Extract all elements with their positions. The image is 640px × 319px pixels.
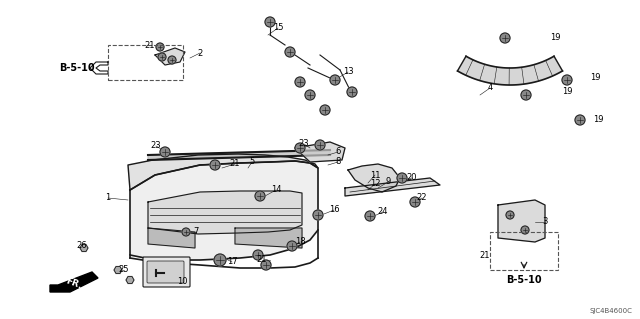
Circle shape (255, 191, 265, 201)
Circle shape (214, 254, 226, 266)
Circle shape (500, 33, 510, 43)
Text: 3: 3 (542, 218, 548, 226)
Text: 4: 4 (488, 84, 493, 93)
FancyBboxPatch shape (143, 257, 190, 287)
Text: 10: 10 (177, 278, 188, 286)
Text: 18: 18 (294, 238, 305, 247)
Text: 11: 11 (370, 170, 380, 180)
Text: 16: 16 (329, 205, 339, 214)
Text: FR.: FR. (65, 276, 83, 290)
Text: 22: 22 (417, 194, 428, 203)
Polygon shape (345, 178, 440, 196)
Text: 5: 5 (250, 158, 255, 167)
Text: 21: 21 (145, 41, 156, 49)
Text: 14: 14 (271, 186, 281, 195)
Polygon shape (128, 154, 318, 190)
Circle shape (253, 250, 263, 260)
Circle shape (156, 43, 164, 51)
Polygon shape (130, 161, 318, 260)
Circle shape (168, 56, 176, 64)
Text: 21: 21 (257, 256, 268, 264)
Text: B-5-10: B-5-10 (59, 63, 95, 73)
Circle shape (295, 77, 305, 87)
Circle shape (261, 260, 271, 270)
Polygon shape (155, 48, 185, 65)
Text: 2: 2 (197, 48, 203, 57)
Circle shape (315, 140, 325, 150)
Polygon shape (348, 164, 400, 192)
Circle shape (410, 197, 420, 207)
Polygon shape (498, 200, 545, 242)
Text: 19: 19 (550, 33, 560, 42)
Circle shape (521, 90, 531, 100)
Circle shape (562, 75, 572, 85)
Circle shape (295, 143, 305, 153)
Polygon shape (148, 191, 302, 234)
Circle shape (575, 115, 585, 125)
Circle shape (210, 160, 220, 170)
Text: SJC4B4600C: SJC4B4600C (589, 308, 632, 314)
Circle shape (330, 75, 340, 85)
Text: 24: 24 (378, 207, 388, 217)
Text: 23: 23 (299, 139, 309, 149)
Polygon shape (458, 56, 563, 85)
Polygon shape (295, 142, 345, 162)
Circle shape (182, 228, 190, 236)
Circle shape (521, 226, 529, 234)
Circle shape (397, 173, 407, 183)
Circle shape (305, 90, 315, 100)
Text: 12: 12 (370, 180, 380, 189)
Polygon shape (148, 228, 195, 248)
Text: 7: 7 (193, 227, 198, 236)
Circle shape (265, 17, 275, 27)
FancyBboxPatch shape (147, 261, 184, 283)
Text: 9: 9 (385, 177, 390, 187)
Polygon shape (235, 228, 302, 248)
Text: 25: 25 (119, 265, 129, 275)
Text: 13: 13 (342, 68, 353, 77)
Text: 23: 23 (150, 142, 161, 151)
Text: 20: 20 (407, 174, 417, 182)
Text: 1: 1 (106, 194, 111, 203)
Text: 21: 21 (230, 160, 240, 168)
Circle shape (506, 211, 514, 219)
Polygon shape (148, 150, 330, 160)
Circle shape (158, 53, 166, 61)
Polygon shape (114, 267, 122, 273)
Text: 26: 26 (77, 241, 87, 250)
Polygon shape (90, 62, 108, 74)
Circle shape (347, 87, 357, 97)
Bar (108, 45, 183, 80)
Text: B-5-10: B-5-10 (506, 275, 542, 285)
Polygon shape (126, 277, 134, 284)
Circle shape (365, 211, 375, 221)
Circle shape (320, 105, 330, 115)
Text: 19: 19 (562, 87, 572, 97)
Text: 19: 19 (593, 115, 604, 124)
Bar (490, 232, 558, 270)
Text: 8: 8 (335, 158, 340, 167)
Circle shape (285, 47, 295, 57)
Circle shape (160, 147, 170, 157)
Text: 21: 21 (480, 250, 490, 259)
Circle shape (287, 241, 297, 251)
Polygon shape (50, 272, 98, 292)
Text: 6: 6 (335, 147, 340, 157)
Text: 15: 15 (273, 24, 284, 33)
Polygon shape (80, 245, 88, 251)
Circle shape (313, 210, 323, 220)
Text: 19: 19 (589, 73, 600, 83)
Text: 17: 17 (227, 257, 237, 266)
